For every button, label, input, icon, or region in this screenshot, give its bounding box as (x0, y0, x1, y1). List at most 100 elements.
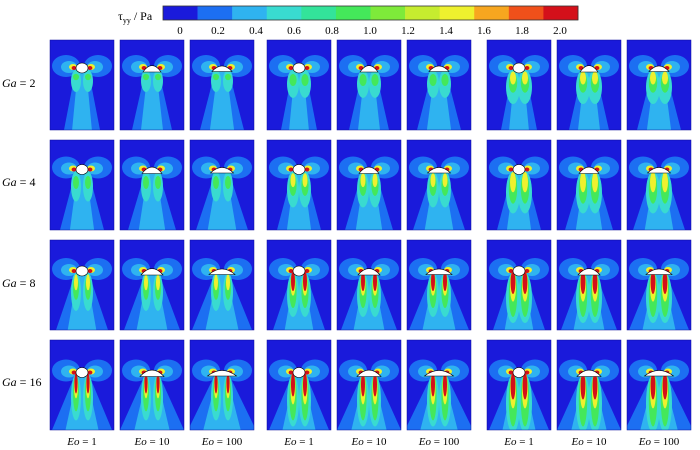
contour-panel (556, 239, 622, 331)
bubble (209, 167, 235, 174)
bubble (292, 265, 306, 277)
bubble (141, 166, 163, 174)
bubble (645, 268, 673, 275)
column-label: Eo = 1 (283, 436, 313, 448)
contour-panel (336, 139, 402, 231)
bubble (576, 369, 602, 377)
colorbar-tick-label: 0 (177, 25, 183, 37)
contour-panel (626, 239, 692, 331)
contour-panel (336, 339, 402, 431)
contour-panel (266, 239, 332, 331)
contour-panel (266, 39, 332, 131)
colorbar-label-sub: yy (123, 16, 131, 25)
contour-panel (119, 139, 185, 231)
contour-panel (189, 339, 255, 431)
bubble (75, 62, 89, 74)
contour-panel (119, 239, 185, 331)
colorbar-label-unit: / Pa (131, 9, 153, 23)
colorbar: τyy / Pa 0 0.2 0.4 0.6 0.8 1.0 1.2 1.4 1.6 1.8 2.0 (118, 5, 579, 37)
colorbar-swatch (405, 6, 440, 20)
bubble (423, 370, 455, 377)
bubble (648, 65, 670, 72)
colorbar-tick-label: 1.2 (401, 25, 415, 37)
bubble (356, 369, 382, 377)
row-label: Ga = 2 (2, 76, 35, 90)
contour-panel (189, 239, 255, 331)
contour-panel (49, 339, 115, 431)
contour-panel (486, 339, 552, 431)
column-label: Eo = 10 (134, 436, 170, 448)
contour-panel (556, 139, 622, 231)
bubble (142, 65, 162, 73)
column-label: Eo = 1 (66, 436, 96, 448)
bubble (578, 166, 600, 174)
bubble (512, 265, 526, 277)
bubble (292, 367, 306, 378)
colorbar-swatch (508, 6, 544, 20)
colorbar-swatch (232, 6, 268, 20)
contour-panel (49, 139, 115, 231)
bubble (512, 62, 526, 74)
bubble (292, 62, 306, 74)
bubble (426, 167, 452, 174)
contour-panel (626, 39, 692, 131)
row-label: Ga = 16 (2, 375, 41, 389)
bubble (75, 367, 89, 378)
colorbar-tick-label: 1.0 (363, 25, 377, 37)
contour-panel (556, 339, 622, 431)
contour-panel (406, 239, 472, 331)
bubble (579, 65, 599, 73)
colorbar-swatches (162, 5, 579, 21)
bubble (139, 369, 165, 377)
colorbar-swatch (543, 6, 579, 20)
bubble (208, 268, 236, 275)
bubble (206, 370, 238, 377)
row-label: Ga = 8 (2, 276, 35, 290)
colorbar-tick-label: 0.8 (325, 25, 339, 37)
bubble (512, 164, 526, 175)
colorbar-tick-label: 0.4 (249, 25, 263, 37)
row-labels: Ga = 2 Ga = 4 Ga = 8 Ga = 16 (2, 76, 41, 389)
bubble (577, 268, 601, 276)
column-labels: Eo = 1 Eo = 10 Eo = 100 Eo = 1 Eo = 10 Eo = 1… (66, 436, 679, 448)
colorbar-tick-label: 1.6 (477, 25, 491, 37)
panels (49, 39, 692, 431)
colorbar-label: τyy / Pa (118, 9, 153, 25)
colorbar-swatch (163, 6, 198, 20)
contour-panel (49, 239, 115, 331)
contour-panel (266, 339, 332, 431)
colorbar-swatch (474, 6, 510, 20)
colorbar-swatch (197, 6, 233, 20)
bubble (643, 370, 675, 377)
colorbar-frame (162, 5, 579, 21)
colorbar-tick-label: 1.4 (439, 25, 453, 37)
contour-panel (486, 39, 552, 131)
column-label: Eo = 100 (638, 436, 680, 448)
bubble (292, 164, 306, 175)
contour-panel (486, 239, 552, 331)
bubble (211, 65, 233, 72)
column-label: Eo = 1 (503, 436, 533, 448)
bubble (75, 265, 89, 277)
contour-panel (626, 139, 692, 231)
colorbar-ticks: 0 0.2 0.4 0.6 0.8 1.0 1.2 1.4 1.6 1.8 2.0 (177, 25, 567, 37)
contour-panel (266, 139, 332, 231)
bubble (646, 167, 672, 174)
colorbar-tick-label: 2.0 (553, 25, 567, 37)
bubble (358, 166, 380, 174)
colorbar-swatch (439, 6, 475, 20)
colorbar-swatch (335, 6, 371, 20)
colorbar-swatch (370, 6, 406, 20)
colorbar-label-tau: τ (118, 9, 123, 23)
column-label: Eo = 100 (418, 436, 460, 448)
column-label: Eo = 10 (571, 436, 607, 448)
contour-panel (556, 39, 622, 131)
bubble (428, 65, 450, 72)
bubble (357, 268, 381, 276)
contour-panel (189, 39, 255, 131)
colorbar-tick-label: 0.2 (211, 25, 225, 37)
colorbar-tick-label: 1.8 (515, 25, 529, 37)
contour-panel (406, 339, 472, 431)
bubble (425, 268, 453, 275)
